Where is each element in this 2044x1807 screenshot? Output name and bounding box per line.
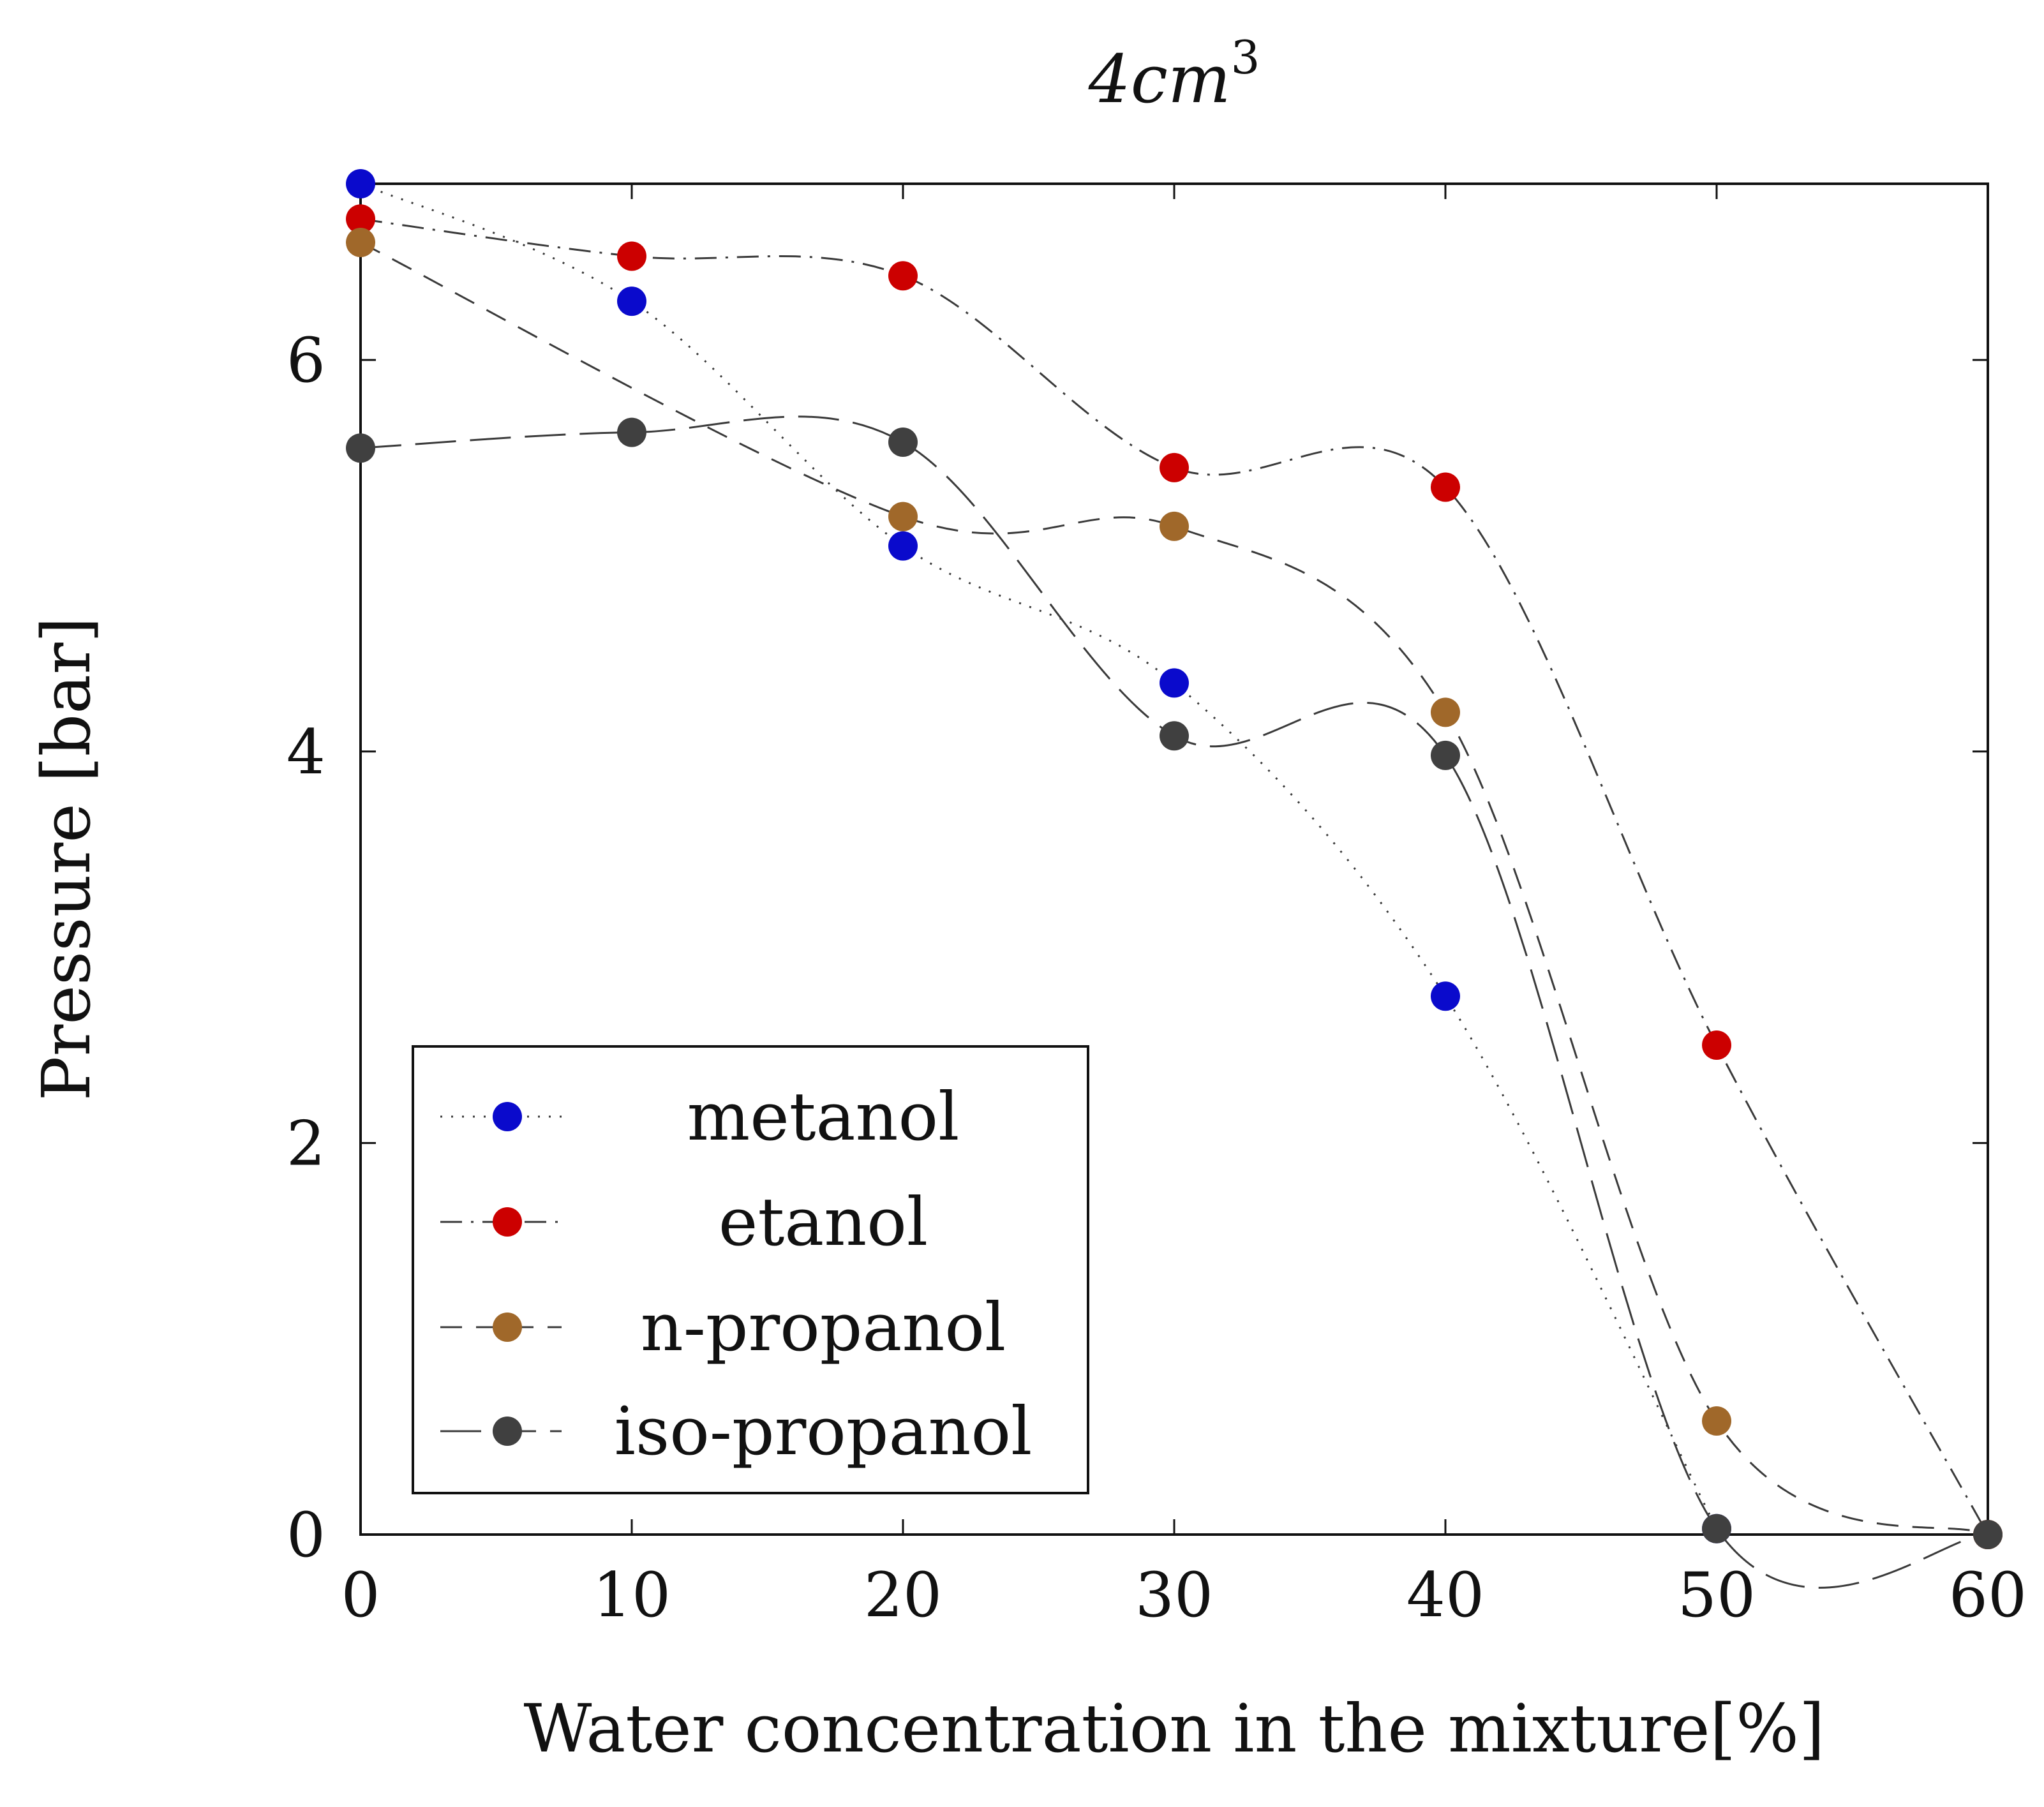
series-points-layer [346, 169, 2003, 1549]
series-line-n-propanol [360, 241, 1988, 1536]
data-point-etanol [1431, 472, 1460, 502]
legend-marker-iso-propanol [493, 1417, 522, 1446]
x-tick-label: 50 [1678, 1559, 1756, 1631]
data-point-iso-propanol [1702, 1513, 1731, 1543]
legend-label-iso-propanol: iso-propanol [615, 1392, 1033, 1470]
legend-marker-etanol [493, 1207, 522, 1237]
data-point-metanol [346, 169, 375, 198]
chart-title: 4cm3 [1088, 31, 1260, 118]
data-point-etanol [1702, 1030, 1731, 1060]
legend-label-etanol: etanol [719, 1183, 928, 1261]
y-tick-label: 6 [287, 325, 325, 396]
legend-marker-metanol [493, 1102, 522, 1131]
data-point-metanol [1160, 668, 1189, 698]
data-point-iso-propanol [617, 417, 646, 447]
data-point-n-propanol [1160, 511, 1189, 541]
legend-entries: metanol etanol n-propanol iso-propanol [440, 1078, 1032, 1470]
data-point-iso-propanol [1160, 721, 1189, 751]
x-tick-label: 20 [864, 1559, 942, 1631]
y-tick-label: 4 [287, 717, 325, 788]
y-tick-label: 2 [287, 1108, 325, 1179]
chart-title-main: 4cm [1088, 40, 1231, 118]
x-axis-label: Water concentration in the mixture[%] [523, 1690, 1824, 1767]
x-tick-label: 40 [1406, 1559, 1484, 1631]
data-point-metanol [617, 286, 646, 316]
data-point-iso-propanol [346, 433, 375, 463]
chart-title-superscript: 3 [1231, 31, 1260, 84]
x-tick-label: 0 [341, 1559, 380, 1631]
axis-ticks-layer: 0 10 20 30 40 50 60 0 2 4 6 [287, 184, 2027, 1631]
data-point-n-propanol [1431, 697, 1460, 727]
data-point-n-propanol [346, 228, 375, 258]
x-tick-label: 30 [1135, 1559, 1213, 1631]
data-point-etanol [888, 261, 918, 291]
legend-box [412, 1045, 1089, 1494]
data-point-iso-propanol [888, 427, 918, 457]
legend-label-metanol: metanol [687, 1078, 960, 1156]
data-point-n-propanol [1702, 1406, 1731, 1436]
data-point-iso-propanol [1973, 1520, 2003, 1549]
y-axis-label: Pressure [bar] [27, 617, 105, 1101]
data-point-iso-propanol [1431, 740, 1460, 770]
legend: metanol etanol n-propanol iso-propanol [412, 1045, 1089, 1494]
data-point-n-propanol [888, 502, 918, 532]
data-point-etanol [617, 241, 646, 271]
y-tick-label: 0 [287, 1499, 325, 1571]
x-tick-label: 10 [593, 1559, 671, 1631]
legend-label-n-propanol: n-propanol [641, 1288, 1006, 1366]
data-point-etanol [1160, 452, 1189, 482]
legend-marker-n-propanol [493, 1312, 522, 1342]
data-point-metanol [888, 531, 918, 561]
data-point-etanol [346, 204, 375, 234]
series-line-etanol [360, 218, 1989, 1535]
data-point-metanol [1431, 981, 1460, 1011]
x-tick-label: 60 [1949, 1559, 2027, 1631]
